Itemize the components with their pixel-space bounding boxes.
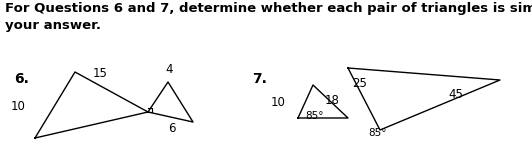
Text: 25: 25: [352, 77, 367, 90]
Text: 45: 45: [448, 89, 463, 102]
Text: 10: 10: [11, 100, 26, 113]
Text: 6.: 6.: [14, 72, 29, 86]
Text: 15: 15: [93, 67, 107, 80]
Text: 10: 10: [271, 95, 286, 108]
Text: For Questions 6 and 7, determine whether each pair of triangles is similar. Just: For Questions 6 and 7, determine whether…: [5, 2, 532, 31]
Text: 7.: 7.: [252, 72, 267, 86]
Text: 6: 6: [168, 122, 176, 135]
Text: 18: 18: [325, 93, 340, 106]
Text: 85°: 85°: [368, 128, 387, 138]
Text: 85°: 85°: [305, 111, 323, 121]
Text: 4: 4: [165, 63, 172, 76]
